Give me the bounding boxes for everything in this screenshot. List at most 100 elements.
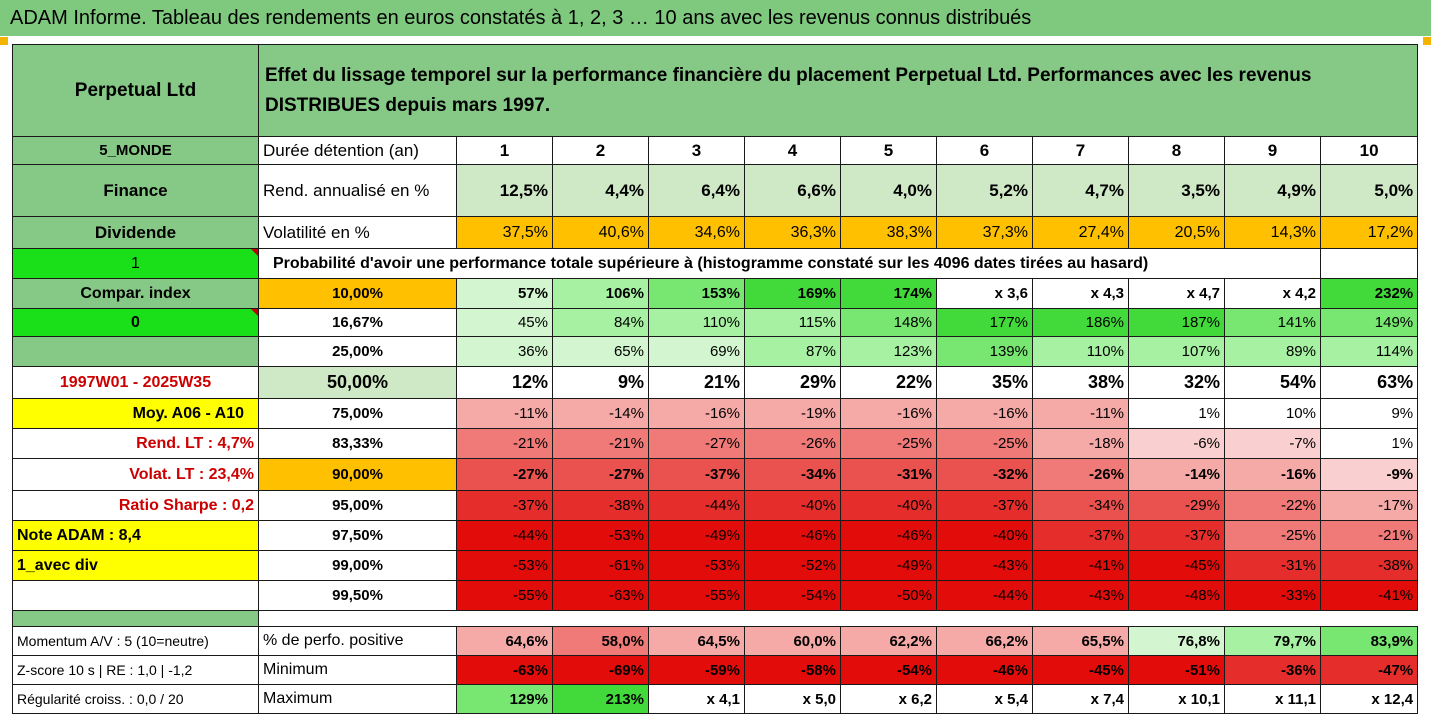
value-cell: -53% xyxy=(456,550,553,581)
value-cell: x 4,7 xyxy=(1128,278,1225,309)
value-cell: -38% xyxy=(1319,550,1419,581)
quantile-label: 99,00% xyxy=(258,550,457,581)
value-cell: 38% xyxy=(1032,366,1129,399)
value-cell: -25% xyxy=(936,428,1033,459)
value-cell: -61% xyxy=(552,550,649,581)
quantile-label: 99,50% xyxy=(258,580,457,611)
sector-label: Finance xyxy=(12,164,259,217)
value-cell: 65% xyxy=(552,336,649,367)
value-cell: -54% xyxy=(840,655,937,685)
value-cell: -14% xyxy=(552,398,649,429)
value-cell: 76,8% xyxy=(1128,626,1225,656)
value-cell: 232% xyxy=(1319,278,1419,309)
value-cell: -11% xyxy=(456,398,553,429)
year-header: 1 xyxy=(456,136,553,165)
value-cell: -14% xyxy=(1128,458,1225,491)
quantile-label: 50,00% xyxy=(258,366,457,399)
value-cell: -40% xyxy=(936,520,1033,551)
value-cell: -55% xyxy=(648,580,745,611)
value-cell: -38% xyxy=(552,490,649,521)
fund-name: Perpetual Ltd xyxy=(12,44,259,137)
proba-title: Probabilité d'avoir une performance tota… xyxy=(258,248,1321,279)
value-cell: 63% xyxy=(1319,366,1419,399)
value-cell: -58% xyxy=(744,655,841,685)
value-cell: 3,5% xyxy=(1128,164,1225,217)
stats-row: Momentum A/V : 5 (10=neutre)% de perfo. … xyxy=(12,626,1419,656)
value-cell: -53% xyxy=(552,520,649,551)
type-label: Dividende xyxy=(12,216,259,249)
quantile-row: 25,00% 36% 65% 69% 87% 123% 139% 110% 107% 89% 114… xyxy=(12,336,1419,367)
value-cell: 115% xyxy=(744,308,841,337)
year-header: 9 xyxy=(1224,136,1321,165)
quantile-row: Note ADAM : 8,4 97,50% -44% -53% -49% -46% -46… xyxy=(12,520,1419,551)
value-cell: 87% xyxy=(744,336,841,367)
value-cell: -32% xyxy=(936,458,1033,491)
quantile-label: 95,00% xyxy=(258,490,457,521)
value-cell: -47% xyxy=(1319,655,1419,685)
value-cell: 107% xyxy=(1128,336,1225,367)
value-cell: 69% xyxy=(648,336,745,367)
value-cell: 12% xyxy=(456,366,553,399)
empty-label xyxy=(12,580,259,611)
value-cell: -40% xyxy=(744,490,841,521)
compar-label: Compar. index xyxy=(12,278,259,309)
proba-title-row: 1 Probabilité d'avoir une performance tot… xyxy=(12,248,1419,279)
quantile-label: 75,00% xyxy=(258,398,457,429)
value-cell: 36% xyxy=(456,336,553,367)
value-cell: -17% xyxy=(1319,490,1419,521)
report-title: ADAM Informe. Tableau des rendements en … xyxy=(0,0,1431,36)
value-cell: -40% xyxy=(840,490,937,521)
value-cell: 129% xyxy=(456,684,553,714)
value-cell: -53% xyxy=(648,550,745,581)
value-cell: -16% xyxy=(648,398,745,429)
value-cell: -49% xyxy=(648,520,745,551)
value-cell: -29% xyxy=(1128,490,1225,521)
value-cell: -26% xyxy=(744,428,841,459)
year-header: 10 xyxy=(1319,136,1419,165)
quantile-row: Moy. A06 - A10 75,00% -11% -14% -16% -19% -16%… xyxy=(12,398,1419,429)
value-cell: 148% xyxy=(840,308,937,337)
value-cell: 110% xyxy=(1032,336,1129,367)
value-cell: -41% xyxy=(1319,580,1419,611)
stats-row: Z-score 10 s | RE : 1,0 | -1,2 Minimum -63… xyxy=(12,655,1419,685)
value-cell: 38,3% xyxy=(840,216,937,249)
value-cell: -55% xyxy=(456,580,553,611)
value-cell: -45% xyxy=(1128,550,1225,581)
value-cell: -19% xyxy=(744,398,841,429)
value-cell: 12,5% xyxy=(456,164,553,217)
stats-label: % de perfo. positive xyxy=(258,626,457,656)
value-cell: 34,6% xyxy=(648,216,745,249)
value-cell: 58,0% xyxy=(552,626,649,656)
value-cell: 84% xyxy=(552,308,649,337)
value-cell: 4,9% xyxy=(1224,164,1321,217)
stats-row: Régularité croiss. : 0,0 / 20 Maximum 129%… xyxy=(12,684,1419,714)
value-cell: -46% xyxy=(840,520,937,551)
value-cell: -33% xyxy=(1224,580,1321,611)
value-cell: -16% xyxy=(936,398,1033,429)
value-cell: -27% xyxy=(456,458,553,491)
year-header: 6 xyxy=(936,136,1033,165)
value-cell: -21% xyxy=(1319,520,1419,551)
quantile-label: 83,33% xyxy=(258,428,457,459)
value-cell: 6,6% xyxy=(744,164,841,217)
value-cell: -21% xyxy=(456,428,553,459)
rend-lt-label: Rend. LT : 4,7% xyxy=(12,428,259,459)
value-cell: 64,6% xyxy=(456,626,553,656)
value-cell: -27% xyxy=(552,458,649,491)
value-cell: 174% xyxy=(840,278,937,309)
value-cell: 114% xyxy=(1319,336,1419,367)
performance-sheet: Perpetual Ltd Effet du lissage temporel s… xyxy=(12,44,1419,714)
value-cell: x 4,1 xyxy=(648,684,745,714)
value-cell: 27,4% xyxy=(1032,216,1129,249)
category-label: 5_MONDE xyxy=(12,136,259,165)
performance-table: Perpetual Ltd Effet du lissage temporel s… xyxy=(12,44,1419,714)
value-cell: 106% xyxy=(552,278,649,309)
value-cell: -7% xyxy=(1224,428,1321,459)
volat-row: Dividende Volatilité en % 37,5% 40,6% 34,6% 3… xyxy=(12,216,1419,249)
empty-cell xyxy=(1319,248,1419,279)
value-cell: 40,6% xyxy=(552,216,649,249)
value-cell: 149% xyxy=(1319,308,1419,337)
value-cell: -44% xyxy=(456,520,553,551)
corner-marker-left xyxy=(0,37,8,45)
value-cell: 29% xyxy=(744,366,841,399)
